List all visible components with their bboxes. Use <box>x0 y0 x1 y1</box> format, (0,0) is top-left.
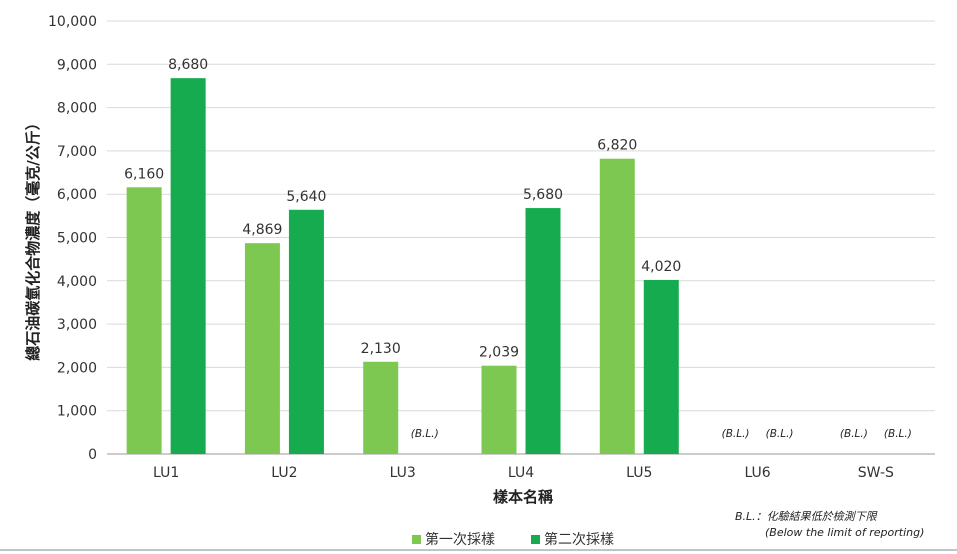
x-tick-label: SW-S <box>858 465 894 481</box>
legend-label: 第二次採樣 <box>544 531 614 548</box>
y-tick-label: 1,000 <box>57 404 97 420</box>
y-axis-ticks: 0 1,000 2,000 3,000 4,000 5,000 6,000 7,000 8,00… <box>48 14 97 463</box>
bottom-divider <box>0 549 957 551</box>
x-tick-label: LU2 <box>271 465 297 481</box>
x-tick-label: LU6 <box>744 465 770 481</box>
x-tick-label: LU4 <box>508 465 534 481</box>
data-label: 5,640 <box>286 189 326 205</box>
bar <box>643 279 679 454</box>
bars: 6,160 8,680 4,869 5,640 2,130 (B.L.) 2,039 5,68… <box>124 57 912 454</box>
y-tick-label: 10,000 <box>48 14 97 30</box>
bar <box>288 209 324 454</box>
y-tick-label: 8,000 <box>57 101 97 117</box>
x-axis-label: 樣本名稱 <box>493 488 553 506</box>
data-label-bl: (B.L.) <box>840 428 868 440</box>
note-line-1: B.L.：化驗結果低於檢測下限 <box>735 510 878 523</box>
bar <box>599 158 635 454</box>
y-tick-label: 4,000 <box>57 274 97 290</box>
data-label: 5,680 <box>523 187 563 203</box>
data-label: 8,680 <box>168 57 208 73</box>
y-tick-label: 5,000 <box>57 231 97 247</box>
legend-swatch <box>531 535 540 544</box>
y-tick-label: 6,000 <box>57 187 97 203</box>
y-tick-label: 7,000 <box>57 144 97 160</box>
bar <box>126 187 162 454</box>
data-label: 4,020 <box>641 259 681 275</box>
data-label-bl: (B.L.) <box>722 428 750 440</box>
data-label: 6,160 <box>124 166 164 182</box>
y-tick-label: 2,000 <box>57 360 97 376</box>
x-tick-label: LU3 <box>390 465 416 481</box>
data-label: 2,130 <box>361 341 401 357</box>
y-tick-label: 0 <box>88 447 97 463</box>
data-label-bl: (B.L.) <box>766 428 794 440</box>
bar <box>481 365 517 454</box>
legend-label: 第一次採樣 <box>425 531 495 548</box>
legend: 第一次採樣 第二次採樣 <box>412 531 614 548</box>
y-tick-label: 9,000 <box>57 57 97 73</box>
x-axis-ticks: LU1 LU2 LU3 LU4 LU5 LU6 SW-S <box>153 465 894 481</box>
gridlines <box>107 20 935 455</box>
bar <box>363 361 399 454</box>
data-label-bl: (B.L.) <box>884 428 912 440</box>
note-line-2: (Below the limit of reporting) <box>765 526 924 539</box>
bar <box>525 208 561 454</box>
data-label: 2,039 <box>479 345 519 361</box>
x-tick-label: LU1 <box>153 465 179 481</box>
data-label: 6,820 <box>597 138 637 154</box>
data-label-bl: (B.L.) <box>411 428 439 440</box>
legend-swatch <box>412 535 421 544</box>
bar <box>170 78 206 454</box>
data-label: 4,869 <box>242 222 282 238</box>
y-axis-label: 總石油碳氫化合物濃度（毫克/公斤） <box>24 115 42 360</box>
bar <box>244 243 280 454</box>
x-tick-label: LU5 <box>626 465 652 481</box>
y-tick-label: 3,000 <box>57 317 97 333</box>
